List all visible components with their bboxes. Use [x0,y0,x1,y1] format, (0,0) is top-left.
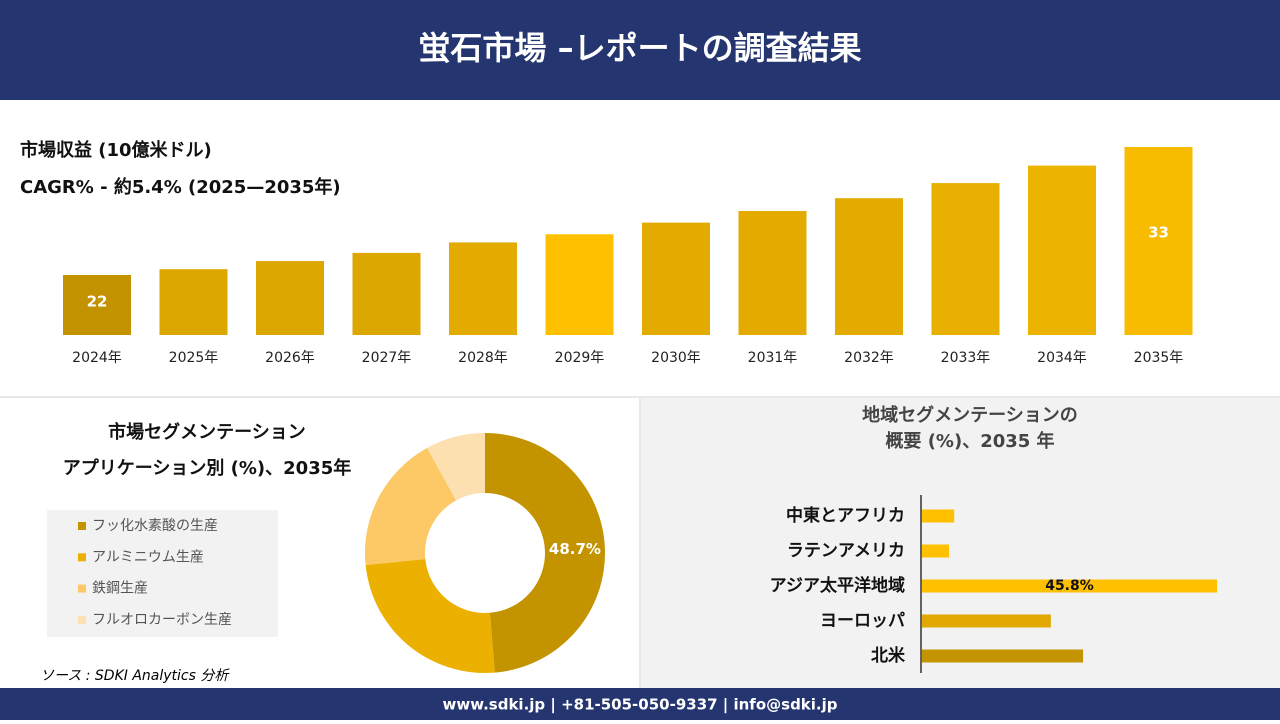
x-tick-label: 2035年 [1134,350,1184,366]
footer-contact: www.sdki.jp | +81-505-050-9337 | info@sd… [442,696,837,715]
bar [256,261,324,335]
y-tick-label: アジア太平洋地域 [770,575,905,596]
bar [642,222,710,335]
chart-subtitle: CAGR% - 約5.4% (2025—2035年) [20,176,341,198]
chart-title: 地域セグメンテーションの [862,404,1078,426]
bar [738,211,807,335]
chart-title: 市場収益 (10億米ドル) [20,139,212,161]
footer-band [0,688,1280,720]
legend-label: アルミニウム生産 [92,549,204,565]
x-tick-label: 2027年 [362,350,412,366]
bar [922,579,1217,593]
data-label: 22 [87,293,108,311]
x-tick-label: 2024年 [72,350,122,366]
x-tick-label: 2032年 [844,350,894,366]
chart-title: アプリケーション別 (%)、2035年 [63,457,352,479]
bar [449,242,517,335]
donut-slice [365,447,457,566]
y-tick-label: 中東とアフリカ [786,505,905,526]
page-title: 蛍石市場 –レポートの調査結果 [418,29,861,67]
bar [835,198,903,335]
y-tick-label: 北米 [871,645,906,666]
legend-label: フッ化水素酸の生産 [92,518,218,534]
x-tick-label: 2029年 [555,350,605,366]
bar [159,269,228,335]
bar [922,614,1051,628]
region-panel [641,398,1280,688]
bar [63,275,131,335]
bar [352,252,421,335]
y-tick-label: ラテンアメリカ [787,541,905,561]
bar [545,234,614,335]
source-note: ソース : SDKI Analytics 分析 [40,668,230,684]
bar [1124,147,1193,335]
x-tick-label: 2028年 [458,350,508,366]
x-tick-label: 2033年 [941,350,991,366]
bar [922,544,950,558]
legend-swatch [78,553,86,562]
legend-label: フルオロカーボン生産 [92,612,232,628]
legend-swatch [78,584,86,593]
donut-slice [485,433,606,673]
chart-title: 市場セグメンテーション [108,421,306,443]
bar [931,183,1000,335]
x-tick-label: 2034年 [1037,350,1087,366]
donut-slice [365,559,495,673]
donut-slice [427,433,485,501]
data-label: 33 [1148,224,1169,242]
header-band [0,0,1280,100]
data-label: 48.7% [549,540,601,558]
x-tick-label: 2031年 [748,350,798,366]
x-tick-label: 2030年 [651,350,701,366]
bar [922,649,1084,663]
legend-label: 鉄鋼生産 [92,581,148,597]
legend-swatch [78,615,86,624]
chart-title: 概要 (%)、2035 年 [885,430,1054,452]
bar [922,509,955,523]
legend-box [47,510,278,637]
x-tick-label: 2026年 [265,350,315,366]
x-tick-label: 2025年 [169,350,219,366]
y-tick-label: ヨーロッパ [820,611,905,631]
legend-swatch [78,522,86,530]
data-label: 45.8% [1045,578,1094,594]
bar [1028,165,1096,335]
